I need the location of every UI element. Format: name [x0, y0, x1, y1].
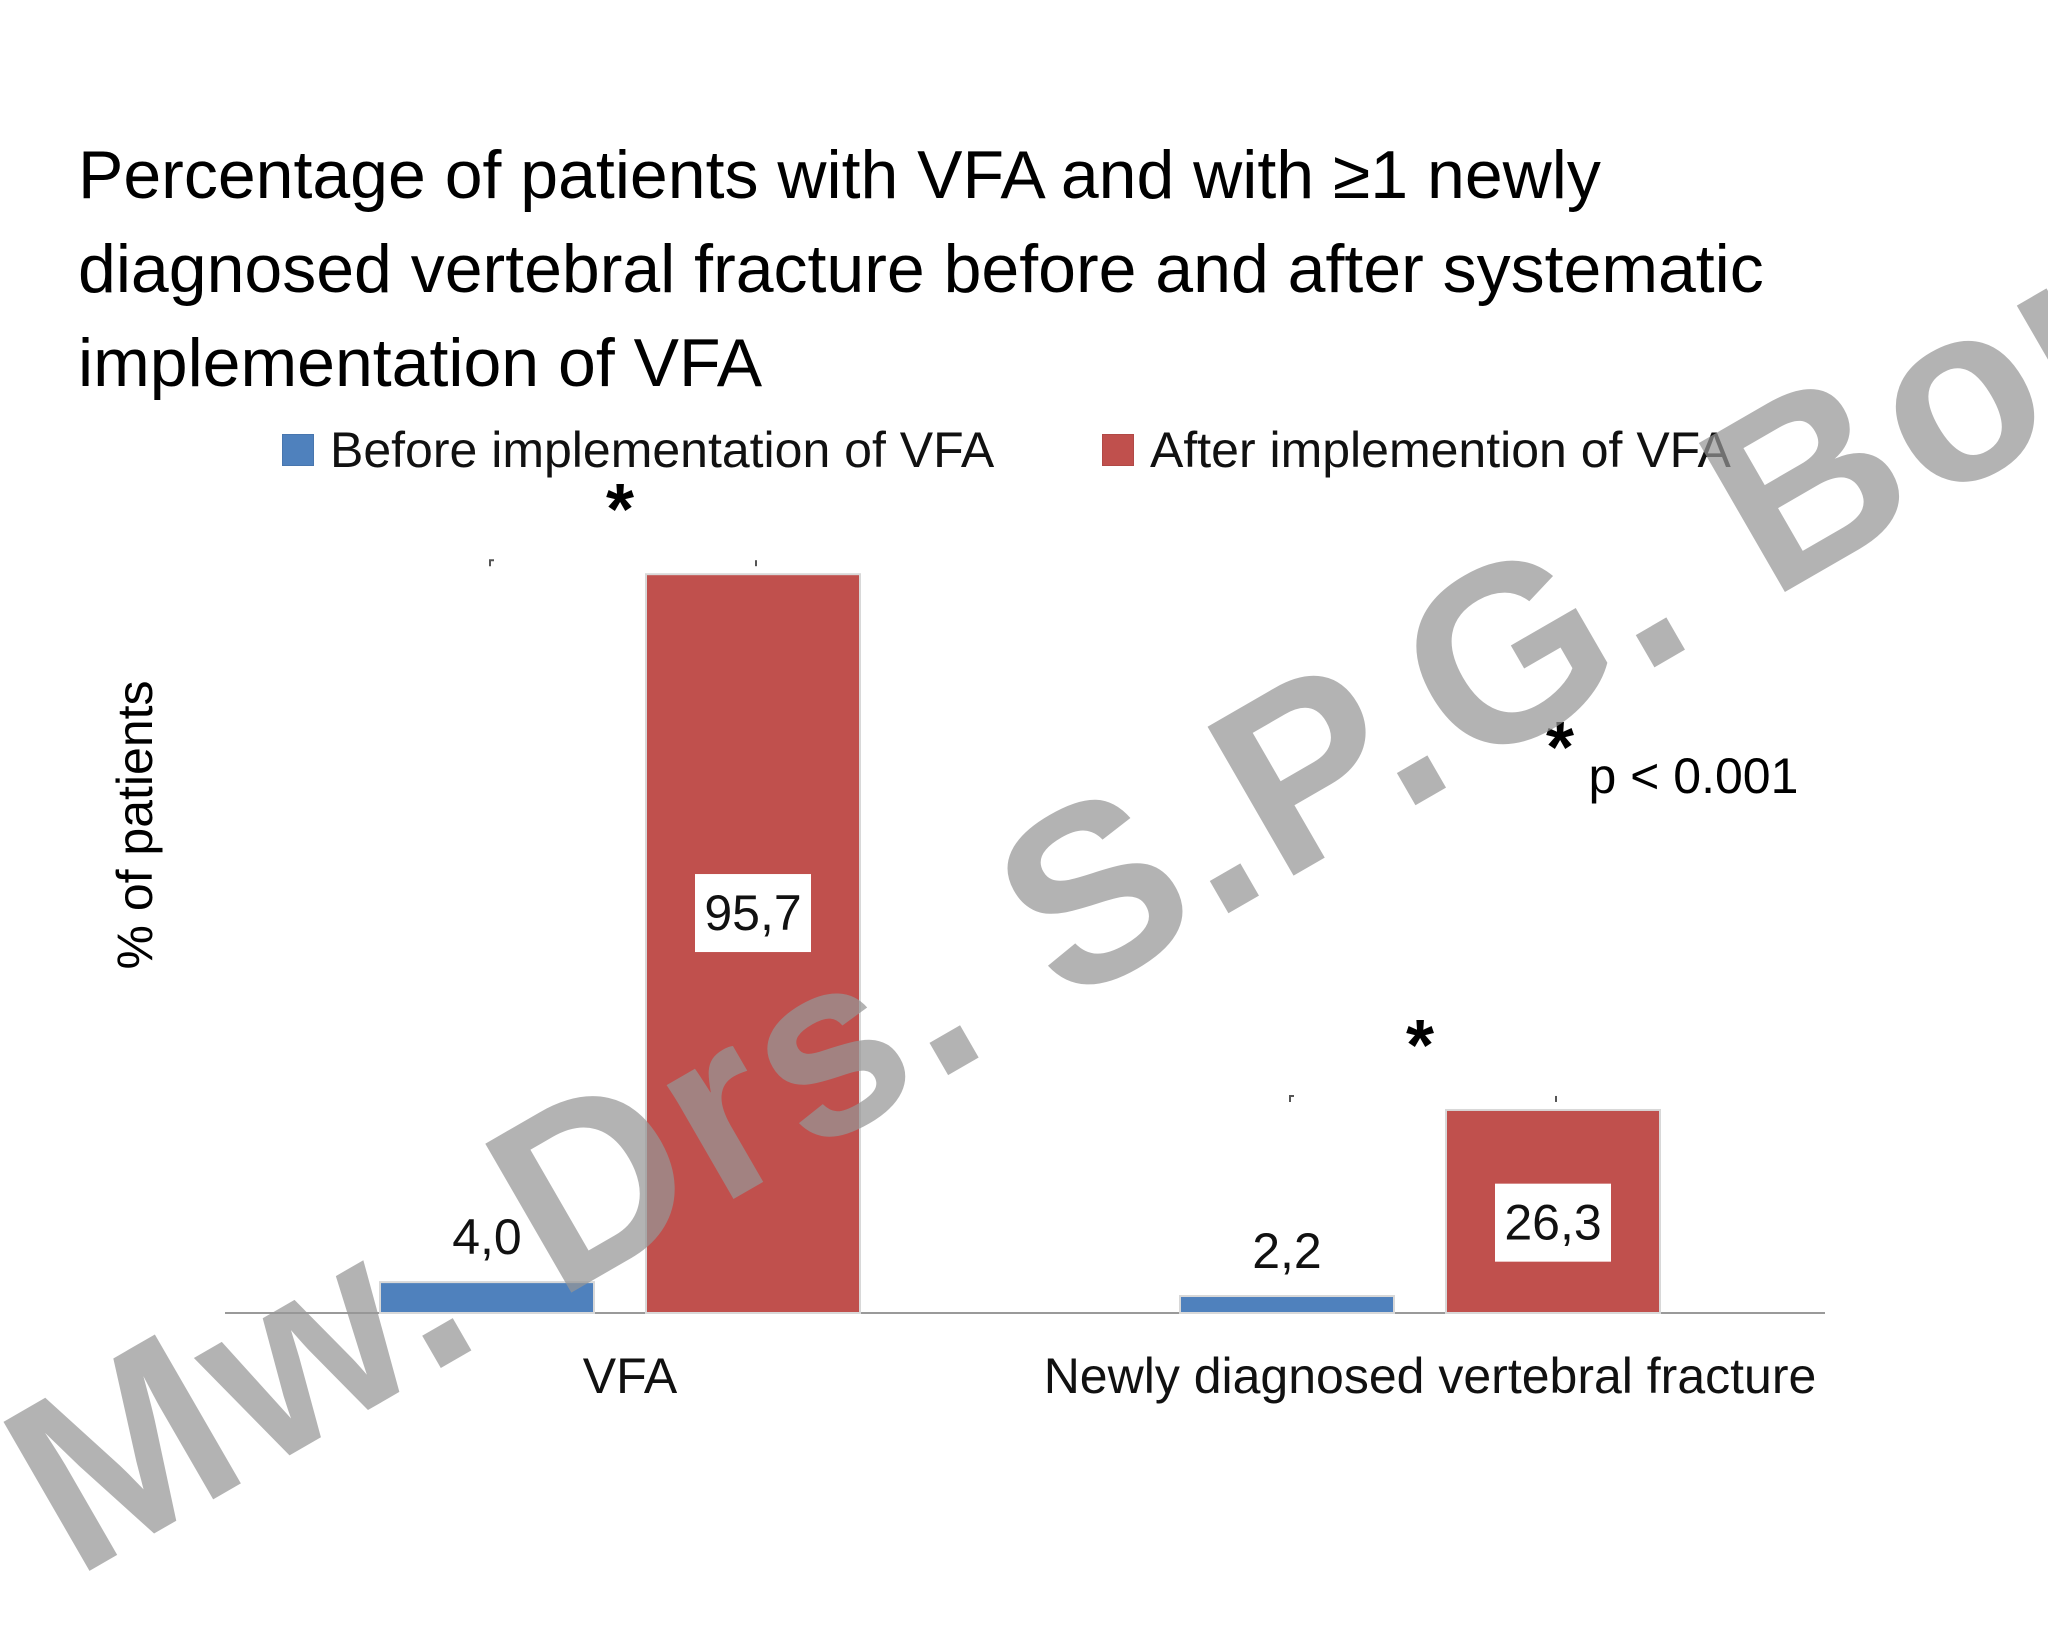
- title-line-3: implementation of VFA: [78, 325, 763, 401]
- significance-marker-1: *: [1406, 1006, 1434, 1086]
- bar-chart: 4,0 95,7 VFA * 2,2 26,3 Newly diagnosed verteb…: [225, 470, 1825, 1404]
- legend-swatch-after: [1102, 434, 1134, 466]
- chart-legend: Before implementation of VFA After imple…: [0, 420, 2048, 480]
- data-label-box-1: [1495, 1183, 1611, 1262]
- significance-note: * p < 0.001: [1546, 712, 1798, 812]
- x-tick-label-1: Newly diagnosed vertebral fracture: [1044, 1348, 1817, 1404]
- bracket-left-0: [489, 559, 494, 567]
- data-label-before-0: 4,0: [452, 1209, 522, 1265]
- x-tick-label-0: VFA: [583, 1348, 678, 1404]
- data-label-after-1: 26,3: [1504, 1195, 1601, 1251]
- significance-marker-0: *: [606, 470, 634, 550]
- y-axis-label: % of patients: [107, 680, 163, 970]
- significance-note-text: p < 0.001: [1588, 748, 1799, 804]
- data-label-box-0: [695, 874, 811, 953]
- data-label-before-1: 2,2: [1252, 1223, 1322, 1279]
- bar-before-0: [379, 1281, 595, 1314]
- legend-swatch-before: [282, 434, 314, 466]
- bar-after-1: [1445, 1108, 1661, 1314]
- legend-label-before: Before implementation of VFA: [330, 422, 995, 478]
- legend-item-after: After implemention of VFA: [1102, 420, 1731, 480]
- legend-item-before: Before implementation of VFA: [282, 420, 994, 480]
- legend-label-after: After implemention of VFA: [1150, 422, 1731, 478]
- data-label-after-0: 95,7: [704, 885, 801, 941]
- bar-before-1: [1179, 1295, 1395, 1314]
- slide-title: Percentage of patients with VFA and with…: [78, 128, 1958, 410]
- significance-note-marker: *: [1546, 708, 1575, 788]
- title-line-1: Percentage of patients with VFA and with…: [78, 137, 1601, 213]
- title-line-2: diagnosed vertebral fracture before and …: [78, 231, 1764, 307]
- bracket-left-1: [1289, 1094, 1294, 1102]
